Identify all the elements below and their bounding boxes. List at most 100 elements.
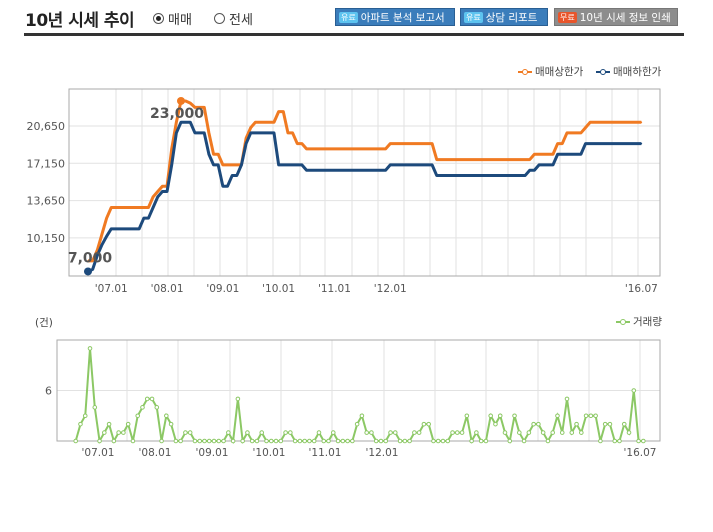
x-tick-label: '12.01 xyxy=(366,447,399,459)
data-point xyxy=(373,438,379,444)
data-point xyxy=(524,158,526,161)
legend-line-icon xyxy=(596,67,610,77)
data-point xyxy=(359,413,365,419)
data-point xyxy=(450,430,455,435)
data-point xyxy=(291,132,294,134)
data-point xyxy=(116,430,121,435)
data-point xyxy=(263,121,266,124)
data-point xyxy=(380,148,382,150)
data-point xyxy=(324,148,326,150)
data-point xyxy=(389,142,392,145)
data-point xyxy=(119,206,122,209)
data-point xyxy=(370,148,373,150)
data-point xyxy=(119,228,122,230)
data-point xyxy=(82,413,88,419)
page-title: 10년 시세 추이 xyxy=(25,11,135,31)
data-point xyxy=(505,158,508,161)
data-point xyxy=(110,206,113,209)
data-point xyxy=(161,185,164,188)
data-point xyxy=(626,142,629,145)
data-point xyxy=(129,228,131,230)
data-point xyxy=(607,421,613,427)
data-point xyxy=(263,132,266,134)
data-point xyxy=(533,153,536,156)
data-point xyxy=(474,430,479,435)
data-point xyxy=(394,142,396,145)
data-point xyxy=(445,438,451,444)
data-point xyxy=(440,174,443,177)
min-annotation: 7,000 xyxy=(68,250,113,266)
data-point xyxy=(350,438,355,444)
data-point xyxy=(329,169,331,172)
data-point xyxy=(175,132,178,134)
data-point xyxy=(170,148,173,150)
data-point xyxy=(189,102,192,104)
data-point xyxy=(245,430,250,435)
data-point xyxy=(477,158,480,161)
data-point xyxy=(561,153,564,156)
data-point xyxy=(222,164,224,166)
data-point xyxy=(640,121,643,124)
data-point xyxy=(366,148,368,150)
free-badge: 무료 xyxy=(558,11,577,23)
data-point xyxy=(566,132,568,134)
data-point xyxy=(352,148,354,150)
paid-badge: 유료 xyxy=(339,11,358,23)
header-divider xyxy=(24,33,684,36)
data-point xyxy=(608,121,610,124)
data-point xyxy=(124,228,126,230)
data-point xyxy=(305,169,308,172)
data-point xyxy=(588,413,594,419)
data-point xyxy=(259,132,261,134)
data-point xyxy=(105,235,108,238)
consult-report-button[interactable]: 유료 상담 리포트 xyxy=(460,8,548,26)
data-point xyxy=(519,174,522,177)
y-tick-label: 10,150 xyxy=(27,232,66,245)
x-tick-label: '09.01 xyxy=(206,283,239,295)
data-point xyxy=(384,169,387,172)
data-point xyxy=(296,142,299,145)
data-point xyxy=(222,185,224,188)
data-point xyxy=(291,164,294,166)
data-point xyxy=(315,148,317,150)
data-point xyxy=(159,438,164,444)
data-point xyxy=(635,121,638,124)
data-point xyxy=(273,438,279,444)
print-button[interactable]: 무료 10년 시세 정보 인쇄 xyxy=(554,8,678,26)
legend-label: 거래량 xyxy=(633,316,662,328)
data-point xyxy=(388,430,393,435)
data-point xyxy=(147,217,150,219)
data-point xyxy=(287,164,289,166)
data-point xyxy=(235,396,241,402)
data-point xyxy=(149,396,155,402)
data-point xyxy=(487,158,489,161)
radio-sale[interactable]: 매매 xyxy=(153,9,192,28)
data-point xyxy=(352,169,354,172)
data-point xyxy=(129,206,131,209)
data-point xyxy=(333,148,336,150)
data-point xyxy=(564,396,570,402)
legend-upper: 매매상한가 xyxy=(518,64,583,79)
apt-report-button[interactable]: 유료 아파트 분석 보고서 xyxy=(335,8,455,26)
data-point xyxy=(435,158,438,161)
radio-jeonse[interactable]: 전세 xyxy=(214,9,253,28)
x-tick-label: '16.07 xyxy=(624,447,657,459)
data-point xyxy=(183,430,188,435)
legend-label: 매매하한가 xyxy=(613,66,662,78)
data-point xyxy=(110,228,113,230)
data-point xyxy=(515,158,517,161)
data-point xyxy=(469,438,474,444)
data-point xyxy=(412,142,415,145)
data-point xyxy=(333,169,336,172)
data-point xyxy=(292,438,298,444)
data-point xyxy=(422,142,424,145)
data-point xyxy=(473,158,475,161)
paid-badge: 유료 xyxy=(464,11,483,23)
data-point xyxy=(203,132,206,134)
data-point xyxy=(598,121,601,124)
data-point xyxy=(589,121,591,124)
data-point xyxy=(507,438,513,444)
data-point xyxy=(249,126,252,129)
data-point xyxy=(435,174,438,177)
